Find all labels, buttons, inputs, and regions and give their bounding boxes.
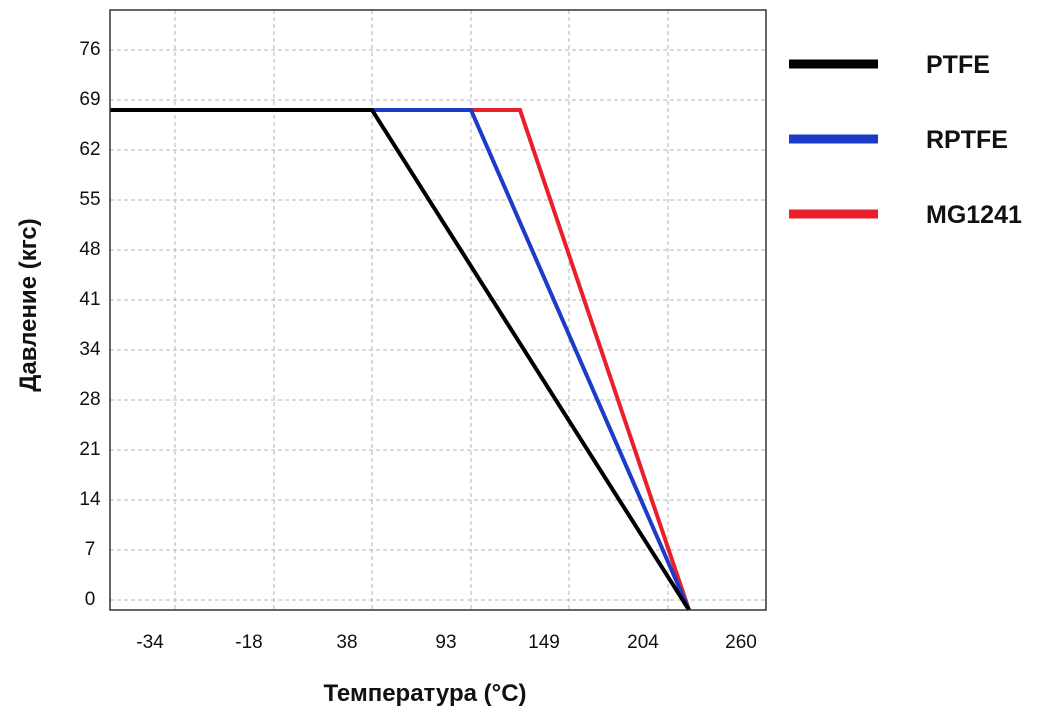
x-tick-label: -34 — [136, 632, 164, 653]
x-axis-title: Температура (°C) — [323, 680, 526, 707]
x-tick-label: 204 — [627, 632, 659, 653]
legend-label: PTFE — [926, 51, 990, 79]
x-tick-label: 149 — [528, 632, 560, 653]
series-line-mg1241 — [471, 108, 691, 611]
y-tick-label: 69 — [79, 89, 100, 110]
series-line-rptfe — [372, 108, 691, 611]
legend-label: MG1241 — [926, 201, 1022, 229]
y-tick-label: 55 — [79, 189, 100, 210]
grid — [110, 10, 766, 610]
y-tick-label: 41 — [79, 289, 100, 310]
y-axis-title: Давление (кгс) — [15, 218, 42, 391]
x-tick-label: -18 — [235, 632, 262, 653]
x-tick-label: 38 — [336, 632, 357, 653]
legend-label: RPTFE — [926, 126, 1008, 154]
y-tick-label: 21 — [79, 439, 100, 460]
y-tick-label: 48 — [79, 239, 100, 260]
y-tick-label: 7 — [85, 539, 96, 560]
y-tick-label: 76 — [79, 39, 100, 60]
x-tick-label: 93 — [435, 632, 456, 653]
y-tick-label: 0 — [85, 589, 96, 610]
y-tick-label: 14 — [79, 489, 101, 510]
y-tick-label: 34 — [79, 339, 101, 360]
x-tick-label: 260 — [725, 632, 757, 653]
y-axis-ticks: 0 7 14 21 28 34 41 48 55 62 69 76 — [79, 39, 101, 610]
y-tick-label: 62 — [79, 139, 100, 160]
plot-frame — [109, 9, 767, 611]
series-line-ptfe — [110, 108, 691, 612]
y-tick-label: 28 — [79, 389, 100, 410]
legend: PTFE RPTFE MG1241 — [789, 51, 1022, 229]
series-lines — [110, 108, 691, 612]
x-axis-ticks: -34 -18 38 93 149 204 260 — [136, 632, 757, 653]
